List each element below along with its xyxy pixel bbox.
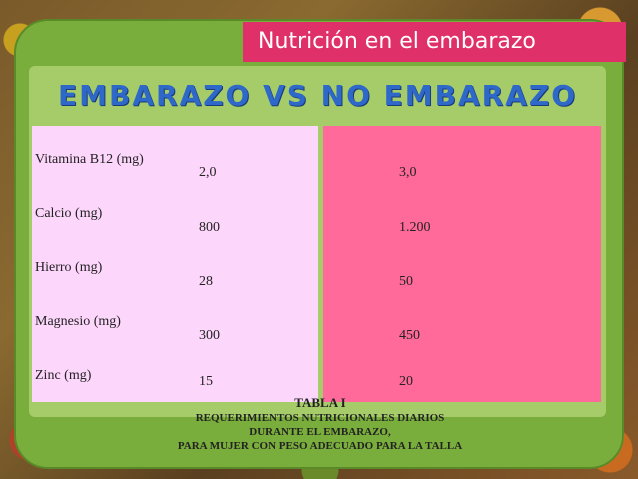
slide-subtitle: EMBARAZO VS NO EMBARAZO (58, 79, 577, 112)
nutrient-label: Magnesio (mg) (35, 314, 121, 329)
nutrient-label: Vitamina B12 (mg) (35, 152, 144, 167)
nutrient-label: Zinc (mg) (35, 368, 92, 383)
nutrient-label: Hierro (mg) (35, 260, 103, 275)
non-pregnancy-value: 20 (399, 374, 413, 389)
pregnancy-value: 300 (199, 328, 220, 343)
pregnancy-value: 2,0 (199, 165, 217, 180)
pregnancy-value: 28 (199, 274, 213, 289)
caption-line: DURANTE EL EMBARAZO, (249, 426, 391, 438)
pregnancy-column (32, 126, 318, 402)
non-pregnancy-value: 3,0 (399, 165, 417, 180)
nutrient-label: Calcio (mg) (35, 206, 103, 221)
non-pregnancy-column (323, 126, 601, 402)
non-pregnancy-value: 50 (399, 274, 413, 289)
title-banner (243, 22, 626, 62)
non-pregnancy-value: 1.200 (399, 220, 431, 235)
caption-table-number: TABLA I (294, 395, 346, 410)
non-pregnancy-value: 450 (399, 328, 420, 343)
caption-line: PARA MUJER CON PESO ADECUADO PARA LA TAL… (177, 440, 463, 452)
pregnancy-value: 15 (199, 374, 213, 389)
caption-line: REQUERIMIENTOS NUTRICIONALES DIARIOS (195, 412, 445, 424)
table-caption: TABLA I REQUERIMIENTOS NUTRICIONALES DIA… (155, 395, 485, 453)
pregnancy-value: 800 (199, 220, 220, 235)
page-title: Nutrición en el embarazo (258, 29, 536, 54)
